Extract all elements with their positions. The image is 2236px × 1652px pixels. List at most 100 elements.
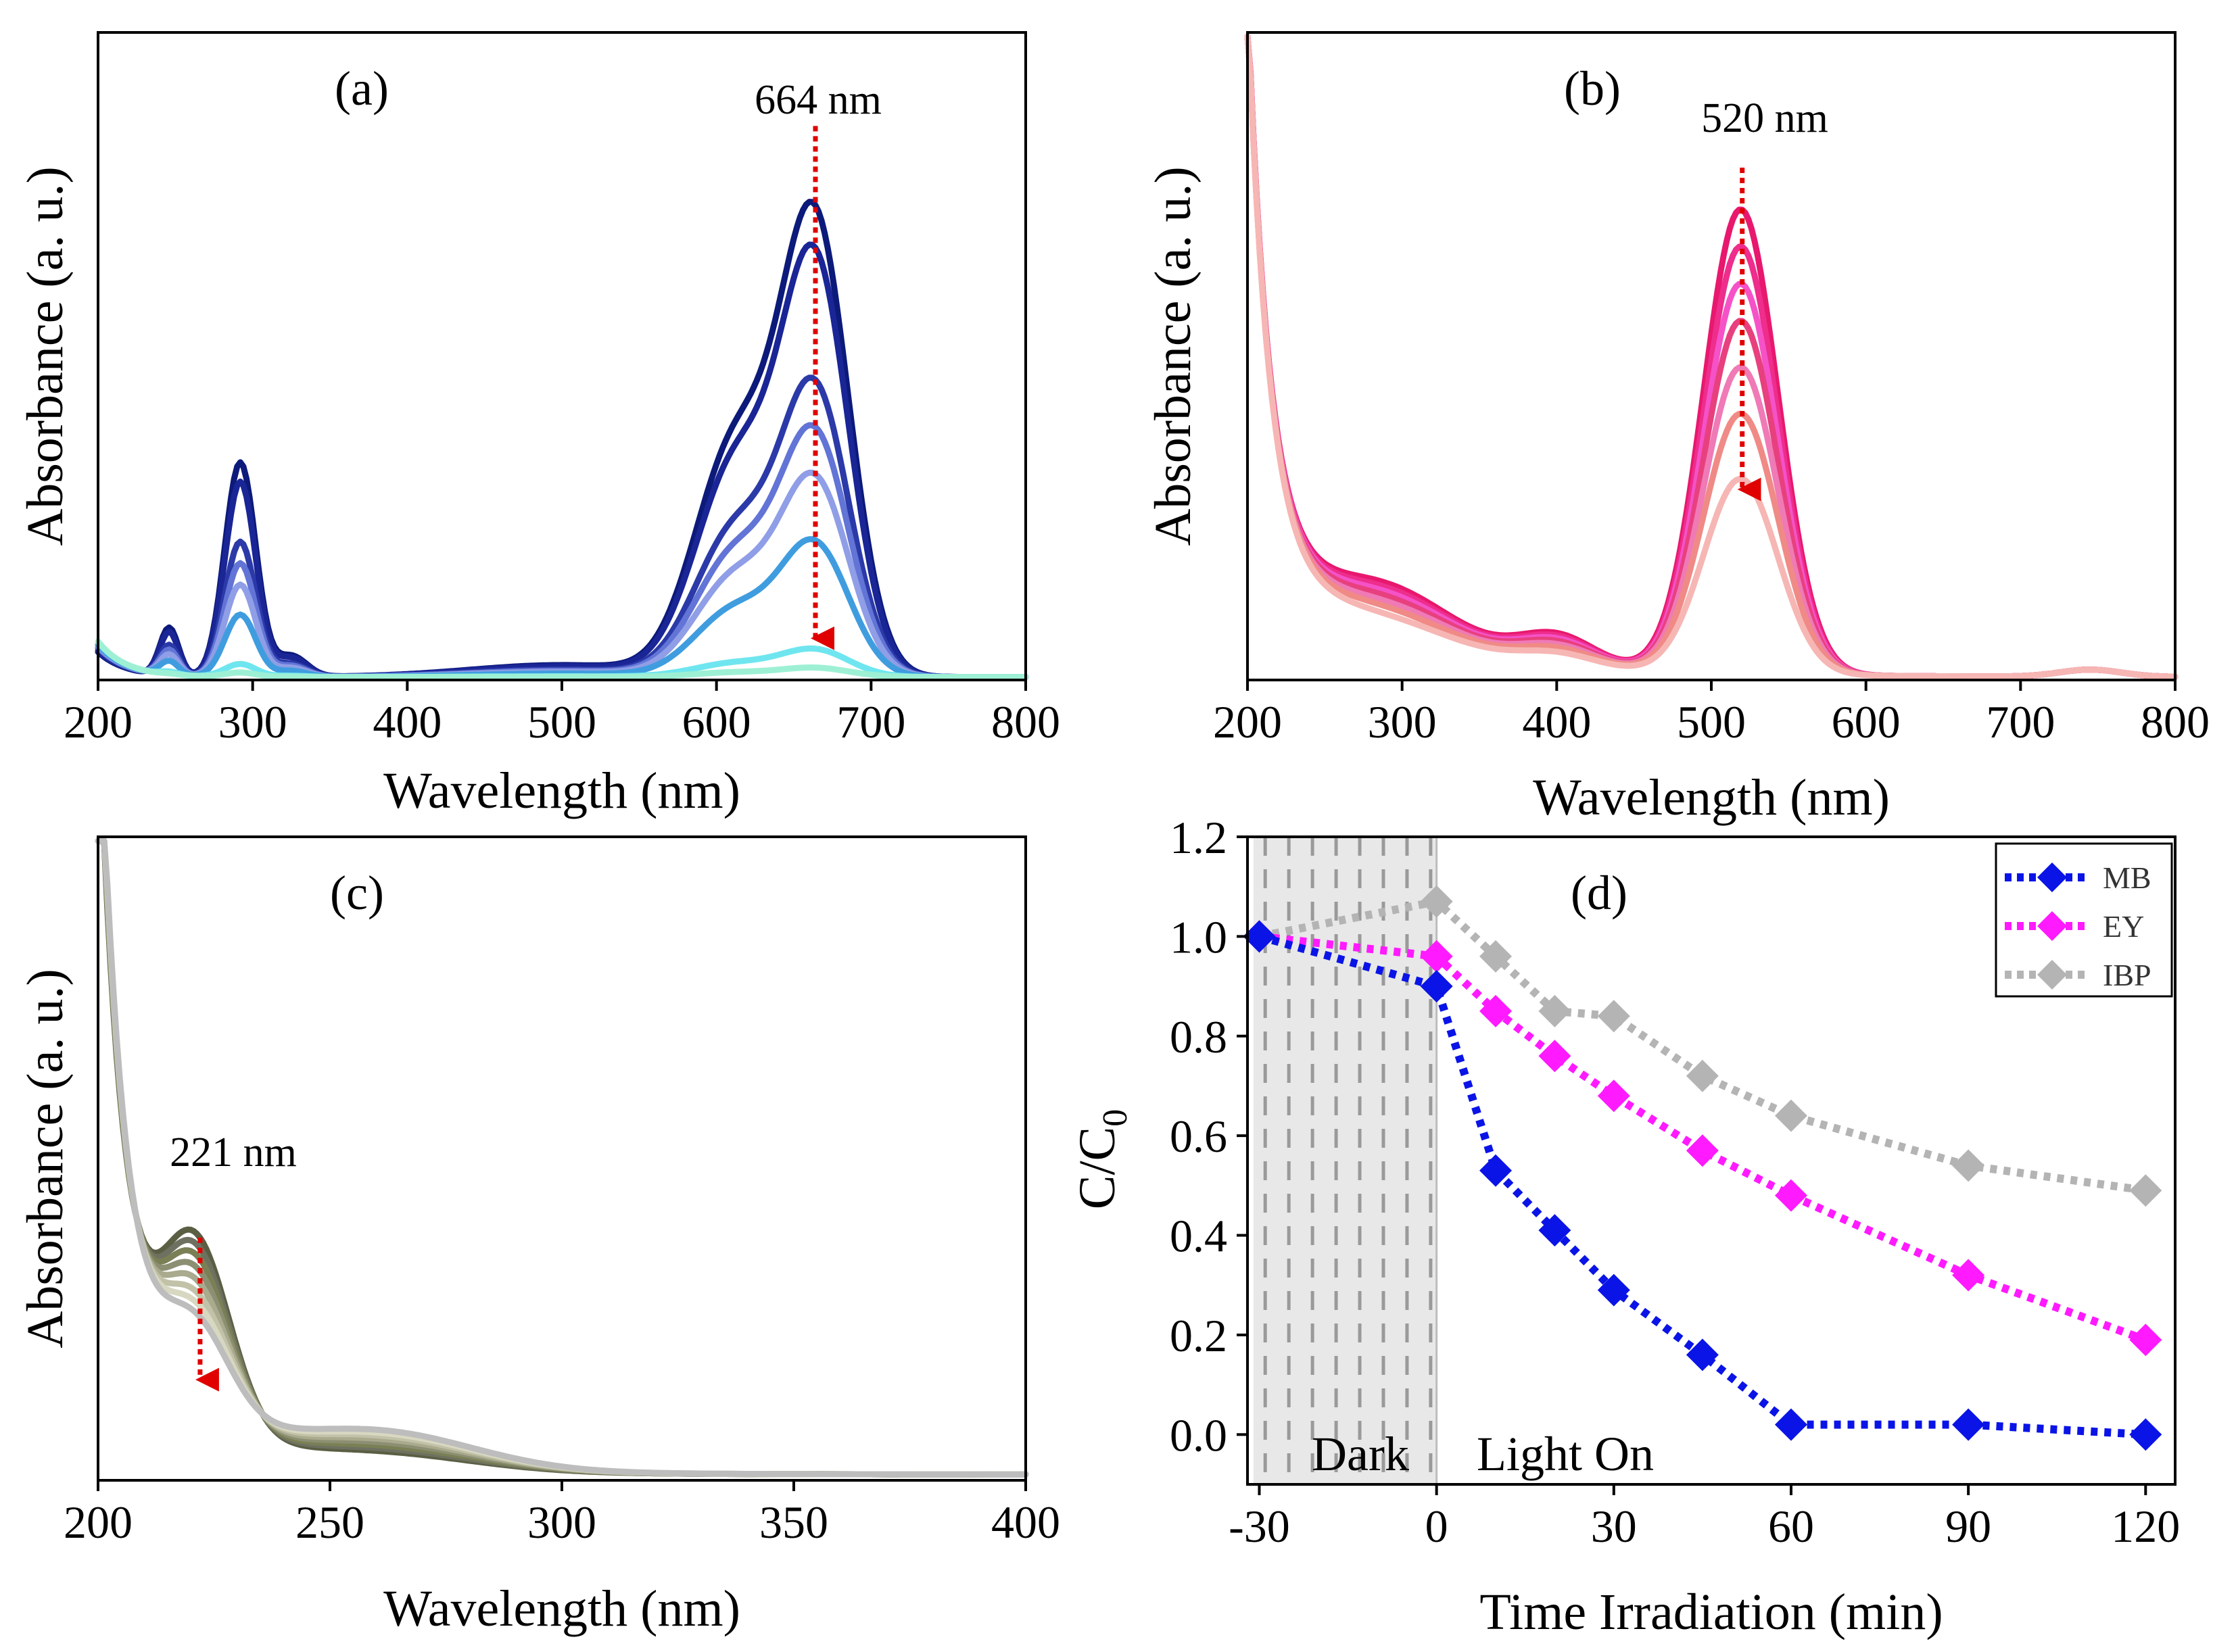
panel-d-plot xyxy=(1243,885,2162,1451)
series-line-EY xyxy=(1258,932,2147,1344)
point-EY xyxy=(1479,994,1513,1027)
panel-c: 200 250 300 350 400 (c) 221 nm Wavelength (n… xyxy=(17,835,1060,1637)
panel-d-xtick-label: 0 xyxy=(1425,1501,1448,1552)
panel-d-ytick-label: 0.0 xyxy=(1170,1409,1227,1461)
legend-marker-EY xyxy=(2037,911,2067,941)
panel-d-ytick-label: 0.4 xyxy=(1170,1211,1227,1262)
panel-c-ylabel: Absorbance (a. u.) xyxy=(17,969,74,1348)
point-MB xyxy=(1420,970,1453,1003)
panel-d-xtick-label: 90 xyxy=(1945,1501,1991,1552)
point-MB xyxy=(1597,1273,1630,1307)
point-EY xyxy=(2129,1323,2162,1357)
point-MB xyxy=(1952,1408,1985,1441)
panel-d-xtick-label: 30 xyxy=(1591,1501,1637,1552)
point-IBP xyxy=(1774,1099,1807,1132)
panel-c-xtick-label: 250 xyxy=(295,1497,364,1548)
panel-b-plot xyxy=(1244,33,2179,680)
point-IBP xyxy=(1952,1149,1985,1182)
panel-d-ylabel: C/C0 xyxy=(1069,1109,1135,1210)
panel-b-ticks: 200 300 400 500 600 700 800 xyxy=(1213,680,2210,748)
panel-c-label: (c) xyxy=(330,866,384,920)
panel-d-xtick-label: -30 xyxy=(1229,1501,1290,1552)
point-EY xyxy=(1952,1259,1985,1292)
panel-c-series-s8 xyxy=(95,837,1029,1478)
point-IBP xyxy=(1479,940,1513,973)
panel-b-series-s7 xyxy=(1244,33,2179,680)
panel-d-ylabel-main: C/C xyxy=(1069,1127,1126,1210)
panel-b-xtick-label: 500 xyxy=(1677,696,1746,748)
panel-c-xlabel: Wavelength (nm) xyxy=(383,1580,740,1637)
panel-d-ytick-label: 0.6 xyxy=(1170,1111,1227,1162)
panel-d-ylabel-sub: 0 xyxy=(1096,1109,1135,1127)
panel-a-ticks: 200 300 400 500 600 700 800 xyxy=(64,680,1060,748)
panel-d-xtick-label: 60 xyxy=(1768,1501,1814,1552)
panel-c-xtick-label: 300 xyxy=(527,1497,596,1548)
point-IBP xyxy=(2129,1174,2162,1207)
point-EY xyxy=(1686,1134,1719,1167)
point-EY xyxy=(1538,1040,1571,1073)
panel-b-xtick-label: 400 xyxy=(1522,696,1591,748)
panel-b: 200 300 400 500 600 700 800 (b) 520 nm Wavelen… xyxy=(1145,31,2210,826)
panel-d-ticks: -30 0 30 60 90 120 0.0 0.2 0.4 0.6 0.8 1.0 1.2 xyxy=(1170,812,2180,1552)
panel-d-xlabel: Time Irradiation (min) xyxy=(1479,1584,1943,1641)
legend-marker-IBP xyxy=(2037,960,2067,990)
panel-a-xtick-label: 800 xyxy=(991,696,1060,748)
panel-b-label: (b) xyxy=(1564,62,1621,116)
panel-d-xtick-label: 120 xyxy=(2111,1501,2180,1552)
point-EY xyxy=(1420,940,1453,973)
panel-c-plot xyxy=(95,837,1029,1478)
panel-b-peak-annotation: 520 nm xyxy=(1701,95,1828,141)
panel-c-xtick-label: 350 xyxy=(759,1497,828,1548)
point-MB xyxy=(1686,1338,1719,1371)
point-MB xyxy=(1479,1154,1513,1187)
panel-a-xtick-label: 200 xyxy=(64,696,133,748)
panel-c-peak-annotation: 221 nm xyxy=(170,1129,297,1175)
panel-a-series-s8 xyxy=(95,638,1029,681)
panel-d: -30 0 30 60 90 120 0.0 0.2 0.4 0.6 0.8 1.0 1.2 (d) D… xyxy=(1069,812,2180,1641)
panel-a-xlabel: Wavelength (nm) xyxy=(383,762,740,819)
legend: MB EY IBP xyxy=(1995,842,2173,998)
panel-a-xtick-label: 500 xyxy=(527,696,596,748)
point-MB xyxy=(2129,1418,2162,1451)
legend-label-IBP: IBP xyxy=(2103,958,2151,992)
panel-a-xtick-label: 300 xyxy=(218,696,287,748)
panel-d-ytick-label: 0.8 xyxy=(1170,1011,1227,1063)
panel-a: 200 300 400 500 600 700 800 (a) 664 nm Wavelen… xyxy=(17,31,1060,819)
legend-label-EY: EY xyxy=(2103,909,2144,944)
point-IBP xyxy=(1686,1059,1719,1092)
point-MB xyxy=(1774,1408,1807,1441)
dark-label: Dark xyxy=(1312,1427,1409,1481)
point-EY xyxy=(1597,1079,1630,1113)
point-EY xyxy=(1774,1179,1807,1212)
panel-a-series-s1 xyxy=(95,199,1029,681)
panel-d-frame xyxy=(1246,835,2176,1486)
panel-b-xtick-label: 700 xyxy=(1986,696,2055,748)
point-MB xyxy=(1243,920,1276,953)
panel-c-xtick-label: 400 xyxy=(991,1497,1060,1548)
panel-a-ylabel: Absorbance (a. u.) xyxy=(17,166,74,545)
panel-a-label: (a) xyxy=(335,62,389,116)
legend-marker-MB xyxy=(2037,863,2067,892)
panel-a-xtick-label: 600 xyxy=(682,696,751,748)
panel-b-xtick-label: 600 xyxy=(1832,696,1901,748)
panel-b-xtick-label: 800 xyxy=(2141,696,2210,748)
panel-a-xtick-label: 400 xyxy=(373,696,442,748)
panel-c-ticks: 200 250 300 350 400 xyxy=(64,1480,1060,1548)
legend-label-MB: MB xyxy=(2103,860,2151,895)
panel-a-series-s2 xyxy=(95,241,1029,681)
panel-c-xtick-label: 200 xyxy=(64,1497,133,1548)
panel-a-peak-annotation: 664 nm xyxy=(755,77,882,123)
point-MB xyxy=(1538,1214,1571,1247)
panel-b-xtick-label: 300 xyxy=(1368,696,1437,748)
panel-b-xlabel: Wavelength (nm) xyxy=(1533,769,1890,826)
panel-a-xtick-label: 700 xyxy=(836,696,905,748)
panel-d-label: (d) xyxy=(1571,866,1627,920)
panel-d-ytick-label: 0.2 xyxy=(1170,1310,1227,1361)
point-IBP xyxy=(1538,994,1571,1027)
point-IBP xyxy=(1420,885,1453,918)
panel-b-xtick-label: 200 xyxy=(1213,696,1282,748)
point-IBP xyxy=(1597,1000,1630,1033)
series-line-IBP xyxy=(1258,897,2147,1195)
panel-a-plot xyxy=(95,126,1029,681)
